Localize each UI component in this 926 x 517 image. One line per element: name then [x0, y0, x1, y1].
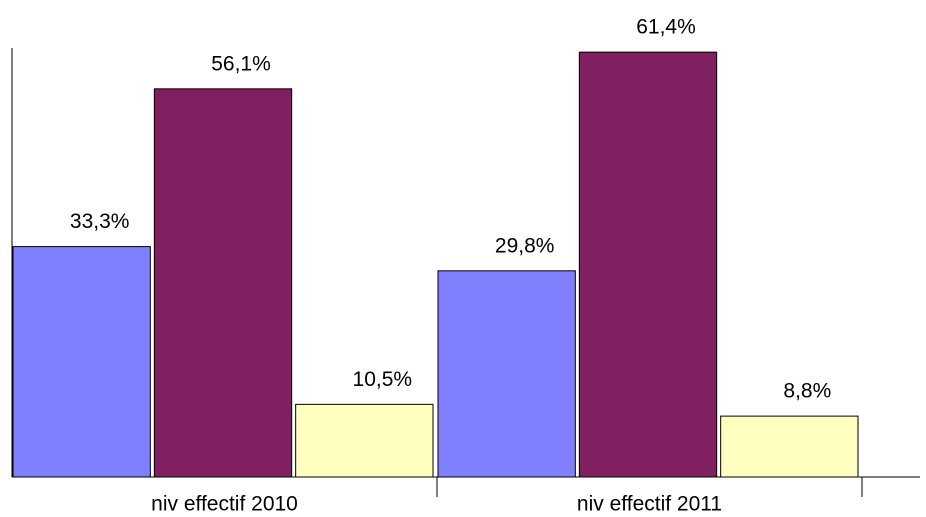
value-label: 10,5%: [353, 368, 413, 391]
value-label: 61,4%: [636, 16, 696, 39]
bar: [295, 403, 434, 478]
value-label: 33,3%: [70, 210, 130, 233]
x-tick-label: niv effectif 2010: [151, 493, 298, 516]
value-label: 56,1%: [211, 52, 271, 75]
bar: [12, 246, 151, 478]
value-label: 8,8%: [783, 380, 831, 403]
bar: [578, 51, 718, 478]
value-label: 29,8%: [495, 234, 555, 257]
bar: [153, 88, 293, 478]
bar: [437, 270, 576, 478]
x-tick-label: niv effectif 2011: [577, 493, 722, 516]
bar: [720, 415, 859, 478]
